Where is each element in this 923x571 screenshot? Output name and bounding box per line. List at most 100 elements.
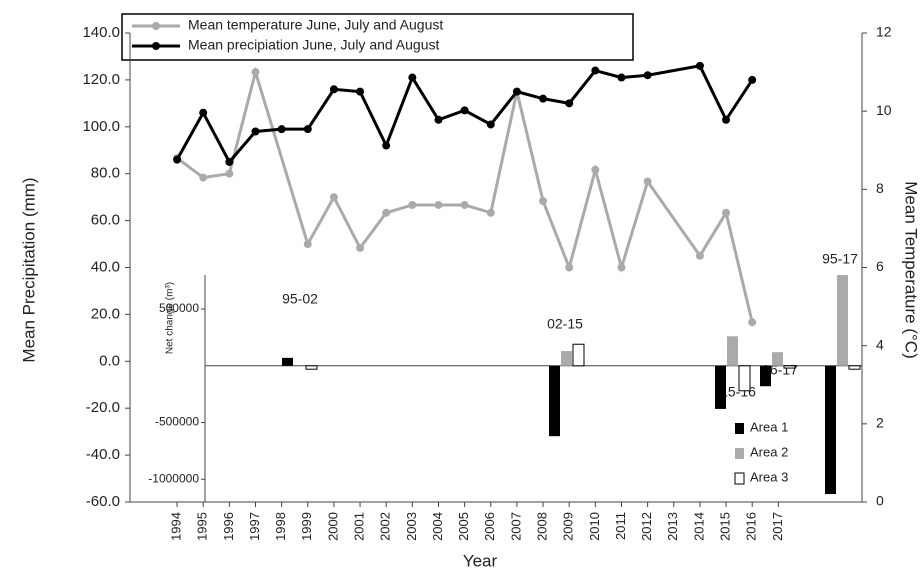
bar: [837, 275, 848, 366]
y2-tick-label: 8: [876, 180, 884, 196]
y-tick-label: 100.0: [82, 118, 120, 135]
point: [539, 197, 548, 206]
y-tick-label: 0.0: [99, 352, 120, 369]
x-tick-label: 2013: [665, 512, 680, 541]
y2-tick-label: 6: [876, 258, 884, 274]
x-tick-label: 2003: [404, 512, 419, 541]
y-tick-label: -40.0: [86, 446, 120, 463]
bar: [772, 352, 783, 366]
y2-tick-label: 12: [876, 24, 892, 40]
point: [460, 106, 469, 115]
point: [329, 85, 338, 94]
legend-marker: [152, 22, 160, 30]
x-tick-label: 1999: [299, 512, 314, 541]
x-tick-label: 2001: [351, 512, 366, 541]
point: [591, 165, 600, 174]
point: [356, 87, 365, 96]
x-tick-label: 2009: [561, 512, 576, 541]
x-tick-label: 2012: [639, 512, 654, 541]
x-tick-label: 2007: [508, 512, 523, 541]
x-tick-label: 2006: [482, 512, 497, 541]
point: [617, 73, 626, 82]
line: [175, 64, 754, 165]
y-axis-label: Mean Precipitation (mm): [19, 177, 38, 362]
point: [695, 251, 704, 260]
point: [225, 157, 234, 166]
bar: [282, 357, 293, 366]
inset-y-tick-label: -1000000: [148, 471, 199, 485]
bar: [738, 365, 751, 392]
point: [748, 75, 757, 84]
y2-tick-label: 10: [876, 102, 892, 118]
bar: [549, 365, 560, 437]
bar: [727, 336, 738, 366]
point: [617, 263, 626, 272]
y-tick-label: 140.0: [82, 24, 120, 41]
bar: [305, 365, 318, 370]
point: [303, 240, 312, 249]
inset-y-label: Net change (m³): [165, 282, 176, 354]
y-tick-label: 60.0: [91, 212, 120, 229]
bar: [561, 351, 572, 366]
legend-label: Area 2: [750, 444, 788, 459]
x-tick-label: 1996: [221, 512, 236, 541]
point: [382, 208, 391, 217]
legend-marker: [152, 42, 160, 50]
point: [643, 71, 652, 80]
x-tick-label: 1995: [195, 512, 210, 541]
point: [303, 125, 312, 134]
bar: [715, 365, 726, 409]
point: [199, 108, 208, 117]
point: [408, 73, 417, 82]
legend-label: Mean temperature June, July and August: [188, 17, 443, 33]
legend-swatch: [735, 423, 744, 434]
y2-axis-label: Mean Temperature (°C): [902, 181, 921, 359]
group-label: 02-15: [547, 316, 583, 332]
bar: [572, 343, 585, 367]
point: [356, 243, 365, 252]
x-tick-label: 2008: [534, 512, 549, 541]
x-tick-label: 2004: [430, 512, 445, 541]
group-label: 95-02: [282, 291, 318, 307]
x-tick-label: 1998: [273, 512, 288, 541]
y-tick-label: 80.0: [91, 165, 120, 182]
y-tick-label: -60.0: [86, 493, 120, 510]
x-tick-label: 2011: [613, 512, 628, 540]
x-tick-label: 2005: [456, 512, 471, 541]
legend-swatch: [735, 448, 744, 459]
point: [251, 68, 260, 77]
legend-swatch: [734, 472, 745, 485]
point: [565, 263, 574, 272]
legend-box: [121, 13, 634, 61]
point: [591, 66, 600, 75]
point: [408, 200, 417, 209]
bar: [825, 365, 836, 495]
point: [722, 115, 731, 124]
point: [434, 115, 443, 124]
point: [748, 318, 757, 327]
x-tick-label: 2016: [744, 512, 759, 541]
legend-label: Mean precipiation June, July and August: [188, 37, 439, 53]
point: [173, 155, 182, 164]
x-tick-label: 1997: [247, 512, 262, 541]
x-tick-label: 2015: [717, 512, 732, 541]
point: [486, 208, 495, 217]
point: [251, 127, 260, 136]
point: [722, 208, 731, 217]
point: [695, 61, 704, 70]
legend-label: Area 1: [750, 419, 788, 434]
point: [382, 141, 391, 150]
y-tick-label: 40.0: [91, 258, 120, 275]
x-tick-label: 2002: [378, 512, 393, 541]
group-label: 95-17: [822, 251, 858, 267]
point: [539, 94, 548, 103]
point: [434, 200, 443, 209]
y-tick-label: 120.0: [82, 71, 120, 88]
y-tick-label: 20.0: [91, 305, 120, 322]
point: [486, 120, 495, 129]
point: [277, 125, 286, 134]
inset-y-tick-label: -500000: [155, 415, 199, 429]
bar: [848, 365, 861, 370]
